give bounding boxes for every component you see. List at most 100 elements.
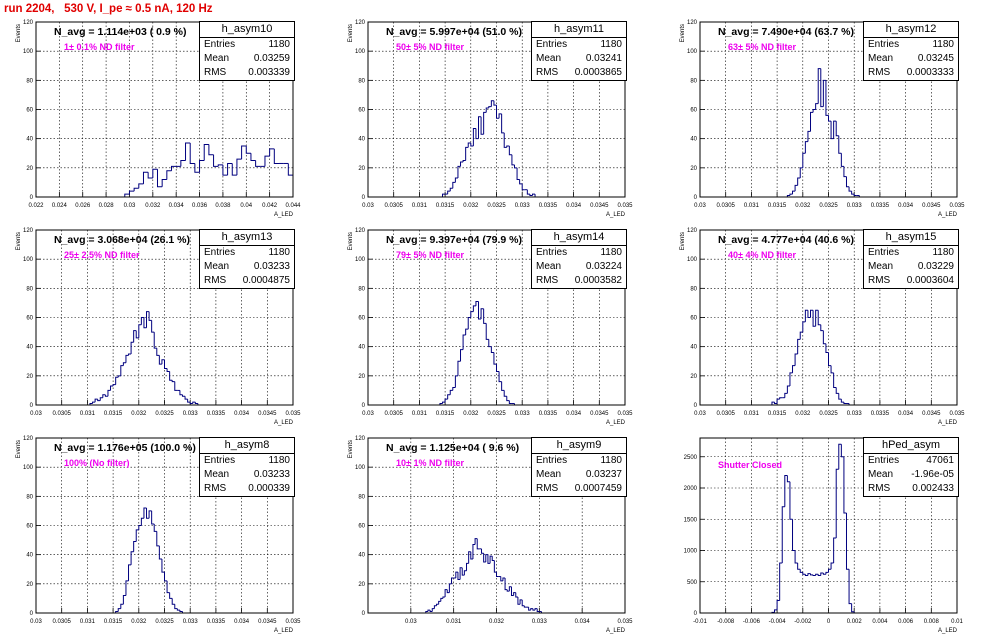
x-tick-label: 0.002	[847, 619, 863, 625]
histogram-bin	[128, 353, 132, 356]
stats-label-rms: RMS	[204, 67, 227, 78]
plot-frame	[699, 437, 958, 614]
stats-label-mean: Mean	[868, 469, 894, 480]
x-tick-label: 0.032	[463, 411, 479, 417]
x-tick-label: 0.0325	[487, 411, 506, 417]
histogram-bin	[493, 100, 497, 106]
histogram-bin	[120, 365, 124, 376]
x-tick-label: 0.034	[575, 619, 591, 625]
histogram-pad-h_asym13: 0.03 0.0305 0.031 0.0315 0.032 0.0325 0.033 0.0…	[0, 222, 332, 430]
histogram-bin	[467, 317, 471, 330]
x-tick-label: 0.033	[183, 411, 199, 417]
x-tick-label: 0.032	[131, 619, 147, 625]
histogram-bin	[107, 389, 111, 397]
histogram-bin	[447, 190, 451, 195]
filter-annotation: 40± 4% ND filter	[728, 250, 796, 260]
stats-box: h_asym15 Entries 1180 Mean 0.03229 RMS 0.00036…	[863, 229, 959, 289]
histogram-bin	[199, 160, 205, 173]
histogram-bin	[825, 571, 829, 575]
histogram-bin	[786, 475, 790, 483]
x-tick-label: 0.0345	[922, 203, 941, 209]
stats-label-mean: Mean	[868, 53, 894, 64]
histogram-bin	[158, 545, 162, 560]
stats-row-entries: Entries 1180	[532, 246, 626, 260]
y-axis-label: Events	[16, 24, 22, 42]
histogram-bin	[487, 554, 491, 564]
histogram-bin	[485, 107, 489, 113]
histogram-bin	[117, 608, 121, 612]
x-tick-label: 0.0335	[539, 411, 558, 417]
navg-label: N_avg = 5.997e+04 (51.0 %)	[386, 26, 523, 38]
histogram-pad-h_asym14: 0.03 0.0305 0.031 0.0315 0.032 0.0325 0.033 0.0…	[332, 222, 664, 430]
histogram-bin	[786, 385, 790, 394]
histogram-bin	[457, 360, 461, 376]
histogram-bin	[830, 121, 834, 140]
histogram-bin	[513, 592, 516, 596]
histogram-bin	[122, 362, 126, 366]
filter-annotation: 50± 5% ND filter	[396, 42, 464, 52]
stats-row-mean: Mean 0.03245	[864, 52, 958, 66]
stats-value-rms: 0.003339	[248, 67, 290, 78]
x-tick-label: 0.033	[847, 203, 863, 209]
x-tick-label: 0.033	[532, 619, 548, 625]
y-tick-label: 0	[30, 403, 34, 409]
y-tick-label: 60	[690, 108, 697, 114]
stats-box: hPed_asym Entries 47061 Mean -1.96e-05 RMS 0.0…	[863, 437, 959, 497]
y-axis-label: Events	[348, 440, 354, 458]
x-tick-label: 0.01	[951, 619, 963, 625]
stats-row-mean: Mean 0.03233	[200, 468, 294, 482]
histogram-bin	[536, 608, 540, 613]
stats-label-entries: Entries	[536, 247, 568, 258]
y-tick-label: 100	[23, 465, 34, 471]
histogram-bin	[117, 375, 121, 378]
histogram-bin	[236, 158, 242, 176]
histogram-bin	[820, 324, 824, 332]
stats-row-rms: RMS 0.0004875	[200, 274, 294, 288]
x-tick-label: 0.0315	[104, 411, 123, 417]
histogram-bin	[511, 154, 515, 166]
histogram-bin	[171, 598, 175, 605]
histogram-bin	[143, 507, 147, 519]
x-axis-label: A_LED	[938, 212, 958, 218]
histogram-bin	[521, 599, 525, 607]
histogram-bin	[222, 164, 228, 176]
y-tick-label: 80	[26, 78, 33, 84]
histogram-bin	[531, 193, 536, 196]
histogram-bin	[156, 169, 163, 188]
histogram-bin	[264, 155, 270, 167]
histogram-bars	[700, 309, 957, 406]
histogram-bin	[255, 160, 261, 167]
x-tick-label: 0.024	[52, 203, 68, 209]
stats-label-rms: RMS	[868, 483, 891, 494]
x-tick-label: 0.03	[362, 203, 374, 209]
histogram-bin	[812, 310, 816, 327]
histogram-bin	[792, 365, 796, 373]
histogram-bin	[146, 508, 150, 519]
histogram-bin	[792, 190, 796, 195]
y-tick-label: 120	[355, 228, 366, 234]
stats-box: h_asym10 Entries 1180 Mean 0.03259 RMS 0.00333…	[199, 21, 295, 81]
histogram-bin	[815, 309, 819, 327]
x-tick-label: 0.034	[898, 411, 914, 417]
histogram-bin	[804, 141, 808, 154]
histogram-bin	[485, 554, 488, 562]
x-tick-label: 0.032	[489, 619, 505, 625]
x-tick-label: 0.034	[234, 411, 250, 417]
histogram-bin	[501, 113, 505, 134]
stats-row-mean: Mean 0.03233	[200, 260, 294, 274]
histogram-bin	[166, 580, 170, 594]
histogram-name: h_asym13	[200, 230, 294, 246]
y-axis-label: Events	[680, 24, 686, 42]
plot-frame	[35, 437, 294, 614]
stats-value-mean: 0.03241	[585, 53, 622, 64]
stats-value-mean: 0.03224	[585, 261, 622, 272]
stats-label-entries: Entries	[204, 39, 236, 50]
histogram-bin	[828, 568, 832, 573]
histogram-pad-h_asym8: 0.03 0.0305 0.031 0.0315 0.032 0.0325 0.033 0.0…	[0, 430, 332, 638]
histogram-bin	[176, 608, 180, 611]
histogram-bin	[169, 592, 173, 599]
histogram-bin	[213, 154, 219, 167]
x-tick-label: -0.008	[717, 619, 735, 625]
y-tick-label: 40	[358, 553, 365, 559]
x-tick-label: 0.0305	[385, 203, 404, 209]
